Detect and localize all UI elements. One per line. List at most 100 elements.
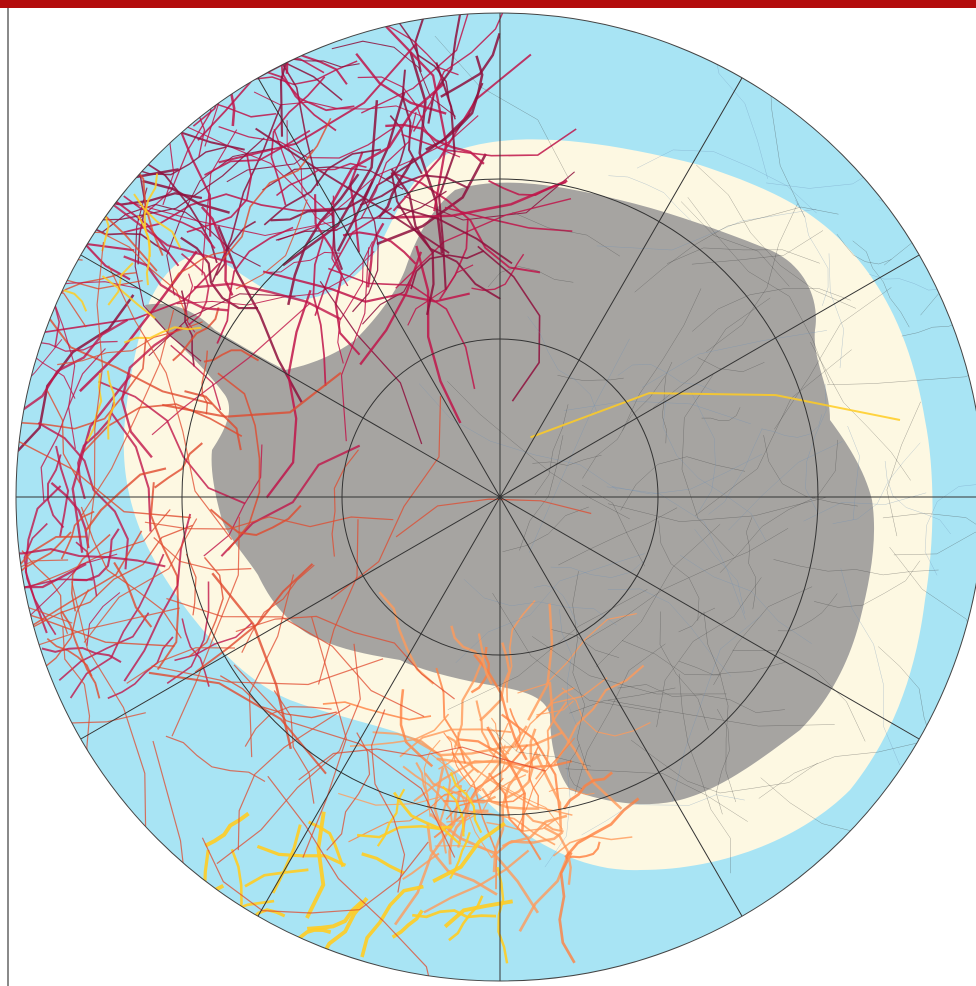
ship-track	[449, 771, 483, 834]
ship-track	[330, 396, 442, 600]
ship-track	[337, 241, 374, 364]
ship-track	[457, 738, 573, 769]
ship-track	[697, 357, 765, 373]
ship-track	[82, 403, 243, 454]
ship-track	[763, 435, 858, 507]
map-viewport[interactable]	[9, 8, 976, 986]
ship-track	[565, 841, 601, 860]
ship-track	[361, 13, 511, 114]
ship-track	[564, 797, 640, 859]
ship-track	[568, 744, 583, 790]
ship-track	[534, 701, 568, 780]
ship-track	[151, 658, 384, 686]
ship-track	[307, 820, 345, 868]
ship-track	[607, 588, 732, 677]
ship-track	[41, 646, 122, 663]
ship-track	[708, 428, 763, 515]
ship-track	[80, 309, 175, 517]
ship-track	[330, 206, 344, 271]
ship-track	[330, 82, 445, 206]
antarctic-continent	[145, 182, 875, 805]
ship-track	[47, 285, 76, 449]
ship-track	[418, 383, 619, 491]
ship-track	[302, 616, 347, 858]
ship-track	[331, 449, 359, 557]
ship-track	[264, 251, 341, 274]
ship-track	[219, 675, 337, 719]
ship-track	[29, 509, 171, 588]
ship-track	[170, 344, 222, 411]
ship-track	[402, 852, 440, 881]
ship-track	[558, 851, 576, 964]
ship-track	[271, 824, 302, 894]
ship-track	[153, 537, 252, 571]
ship-track	[71, 533, 111, 612]
meridian-line	[257, 496, 501, 917]
ship-track	[80, 506, 182, 639]
ship-track	[761, 414, 823, 438]
ship-track	[805, 383, 827, 513]
ship-track	[667, 247, 820, 264]
ship-track	[901, 791, 931, 862]
ship-track	[83, 518, 198, 643]
ship-track	[882, 512, 976, 564]
ship-track	[204, 811, 250, 848]
ship-track	[445, 777, 504, 820]
ship-track	[201, 837, 429, 914]
ship-track	[399, 728, 512, 758]
ship-track	[391, 171, 541, 274]
ship-track	[218, 13, 226, 60]
meridian-line	[499, 496, 920, 740]
antarctic-track-map[interactable]	[9, 8, 976, 986]
ship-track	[463, 578, 617, 626]
ship-track	[216, 643, 361, 865]
ship-track	[154, 442, 203, 489]
ship-track	[390, 179, 568, 219]
ship-track	[696, 164, 856, 309]
ship-track	[270, 181, 374, 222]
ship-track	[235, 615, 455, 700]
ship-track	[443, 732, 482, 792]
ship-track	[204, 129, 311, 176]
ship-track	[314, 207, 393, 316]
ship-track	[574, 643, 666, 795]
ship-track	[16, 99, 144, 127]
ship-track	[505, 600, 536, 703]
ship-track	[98, 380, 246, 505]
ship-track	[608, 175, 692, 221]
ship-track	[502, 506, 589, 553]
ship-track	[671, 615, 762, 802]
ship-track	[569, 687, 676, 714]
ship-track	[732, 649, 866, 742]
ship-track	[46, 637, 93, 677]
ship-track	[221, 117, 332, 261]
ship-track	[171, 516, 240, 737]
ship-track	[810, 341, 911, 481]
ship-track	[108, 265, 233, 540]
ship-track	[37, 422, 129, 570]
ship-track	[407, 264, 474, 326]
ship-track	[466, 810, 556, 846]
ship-track	[847, 425, 860, 520]
ship-track	[434, 35, 570, 180]
ship-track	[630, 739, 818, 794]
ship-track	[63, 289, 88, 312]
ship-track	[559, 609, 577, 726]
ship-track	[233, 664, 456, 858]
ship-track	[201, 129, 238, 276]
ship-track	[60, 610, 101, 699]
ship-track	[501, 713, 562, 816]
ship-track	[703, 611, 737, 803]
ship-track	[678, 660, 787, 676]
ship-track	[489, 744, 506, 793]
ship-track	[286, 120, 338, 232]
ship-track	[455, 553, 645, 663]
ship-track	[551, 629, 620, 658]
ship-track	[359, 174, 469, 206]
ship-track	[16, 337, 147, 430]
meridian-line	[257, 77, 501, 498]
ship-track	[827, 341, 976, 386]
ship-track	[889, 547, 976, 669]
ship-track	[109, 411, 152, 532]
ship-track	[180, 236, 258, 310]
